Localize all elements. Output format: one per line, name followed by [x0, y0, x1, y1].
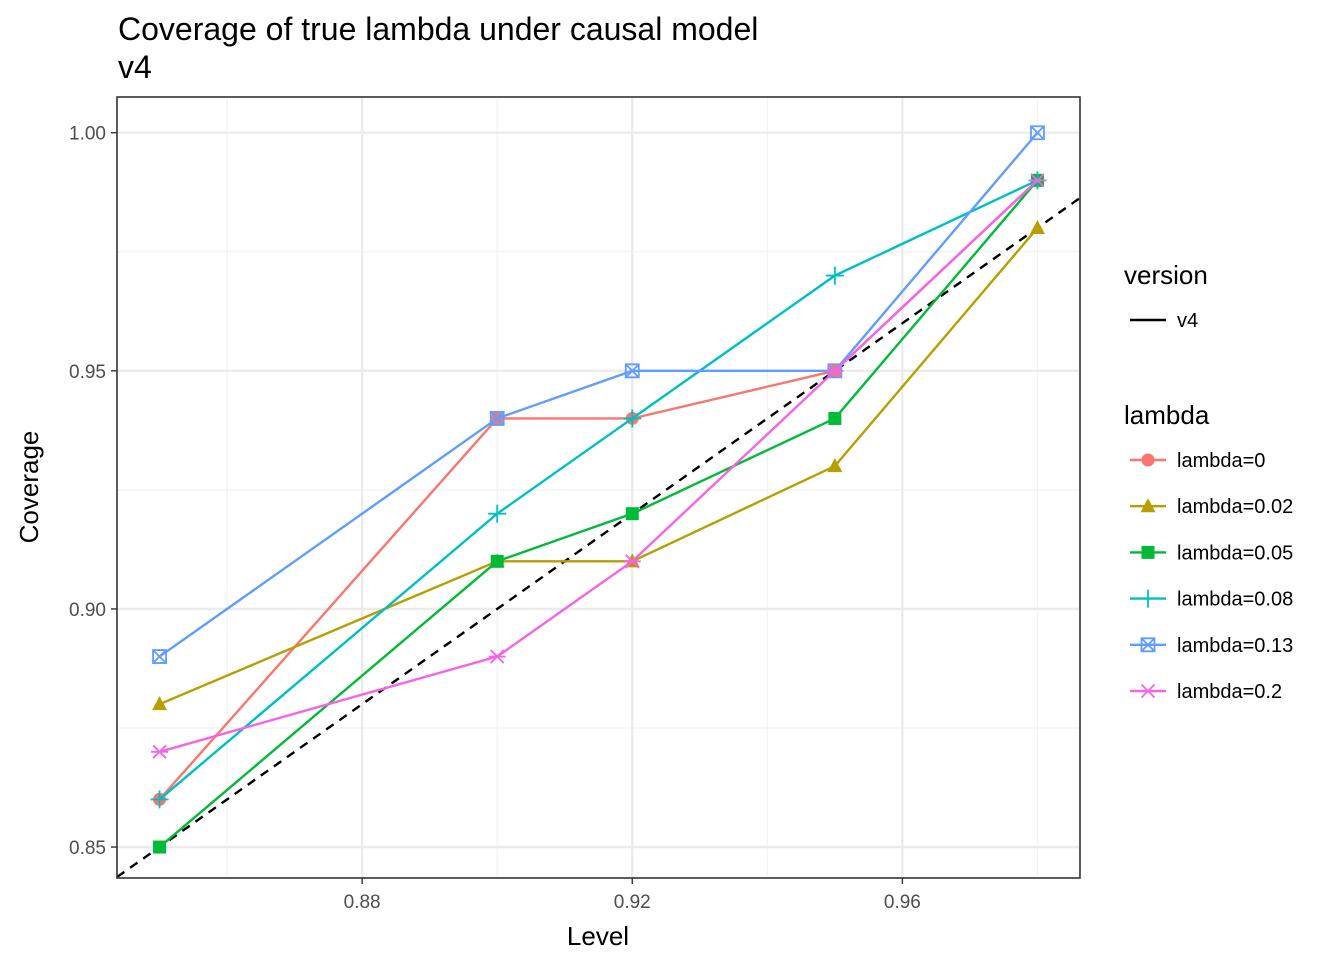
data-point — [152, 696, 168, 711]
series-layer — [150, 125, 1047, 854]
reference-line-v4 — [116, 196, 1081, 879]
data-point — [623, 409, 642, 428]
y-tick-label: 0.95 — [69, 362, 106, 383]
data-point — [151, 744, 169, 759]
x-tick-label: 0.96 — [884, 892, 921, 913]
data-point — [623, 554, 641, 569]
legend-item-lambda-0-05: lambda=0.05 — [1130, 542, 1293, 564]
series-line — [158, 179, 1039, 848]
x-tick-label: 0.88 — [344, 892, 381, 913]
x-tick-label: 0.92 — [614, 892, 651, 913]
legend-key-marker — [1141, 545, 1155, 559]
legend-label: lambda=0.05 — [1177, 542, 1293, 564]
y-axis-title: Coverage — [14, 431, 44, 544]
data-point — [825, 266, 844, 285]
legend-label: lambda=0.08 — [1177, 589, 1293, 611]
legend-item-lambda-0-02: lambda=0.02 — [1130, 496, 1293, 518]
data-point — [489, 411, 505, 426]
data-point — [150, 790, 169, 809]
legend-title-lambda: lambda — [1124, 400, 1210, 430]
grid — [117, 97, 1080, 878]
legend-key-marker — [1141, 453, 1155, 467]
legend-label: lambda=0.13 — [1177, 635, 1293, 657]
series-lambda-0-08 — [150, 171, 1047, 809]
reference-line-layer — [116, 196, 1081, 879]
series-line — [158, 131, 1039, 658]
y-tick-label: 0.90 — [69, 600, 106, 621]
legend-item-lambda-0-13: lambda=0.13 — [1130, 635, 1293, 657]
x-axis-title: Level — [567, 921, 629, 951]
y-tick-label: 1.00 — [69, 124, 106, 145]
data-point — [826, 363, 844, 378]
axes: 0.88 0.92 0.96 0.85 0.90 0.95 1.00 — [69, 124, 921, 913]
data-point — [488, 649, 506, 664]
legend-key-marker — [1139, 683, 1157, 699]
chart-subtitle: v4 — [118, 49, 152, 85]
series-line — [159, 179, 1039, 753]
legend-item-lambda-0: lambda=0 — [1130, 450, 1265, 472]
legend-label: v4 — [1177, 310, 1198, 332]
legend: version lambda v4 lambda=0 lambda=0.02 lamb… — [1124, 260, 1293, 703]
data-point — [828, 411, 842, 425]
legend-title-version: version — [1124, 260, 1208, 290]
data-point — [153, 840, 167, 854]
data-point — [490, 554, 504, 568]
data-point — [488, 504, 507, 523]
series-line — [159, 227, 1039, 706]
plot-panel-border — [116, 96, 1081, 879]
legend-key-marker — [1140, 498, 1156, 513]
data-point — [624, 363, 640, 379]
series-lambda-0-02 — [152, 219, 1045, 711]
series-lambda-0-05 — [153, 173, 1044, 854]
legend-label: lambda=0.2 — [1177, 681, 1282, 703]
series-lambda-0-13 — [152, 125, 1045, 664]
data-point — [625, 507, 639, 521]
chart-title: Coverage of true lambda under causal mod… — [118, 11, 758, 47]
legend-item-v4: v4 — [1130, 310, 1198, 332]
legend-item-lambda-0-08: lambda=0.08 — [1130, 589, 1293, 611]
data-point — [1030, 125, 1045, 141]
data-point — [1029, 219, 1045, 234]
data-point — [152, 649, 167, 664]
legend-label: lambda=0.02 — [1177, 496, 1293, 518]
legend-label: lambda=0 — [1177, 450, 1265, 472]
data-point — [1028, 173, 1046, 188]
legend-key-marker — [1139, 589, 1157, 608]
data-point — [827, 458, 843, 473]
y-tick-label: 0.85 — [69, 838, 106, 859]
legend-key-marker — [1140, 637, 1156, 653]
legend-item-lambda-0-2: lambda=0.2 — [1130, 681, 1282, 703]
series-lambda-0-2 — [151, 173, 1046, 759]
